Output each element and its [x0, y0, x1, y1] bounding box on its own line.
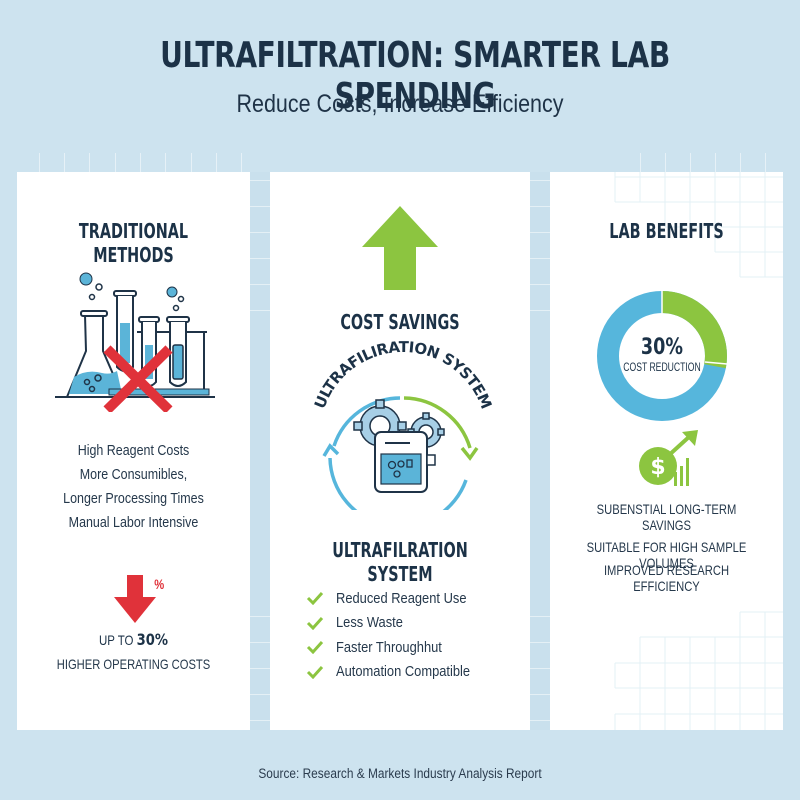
- checklist-item: Reduced Reagent Use: [306, 586, 492, 611]
- operating-cost-stat: UP TO 30%: [98, 630, 169, 649]
- drawback-item: High Reagent Costs: [77, 443, 190, 459]
- check-icon: [306, 592, 324, 606]
- green-up-arrow-icon: [362, 206, 438, 290]
- traditional-methods-heading: TRADITIONAL METHODS: [78, 219, 189, 267]
- lab-benefits-heading: LAB BENEFITS: [609, 219, 724, 243]
- checklist-item: Faster Throughhut: [306, 635, 492, 660]
- checklist-item: Automation Compatible: [306, 660, 492, 685]
- donut-label: COST REDUCTION: [623, 362, 701, 374]
- benefit-item: IMPROVED RESEARCH EFFICIENCY: [603, 562, 730, 594]
- decorative-gap-grid-right: [530, 172, 550, 730]
- lab-glassware-crossed-icon: [55, 272, 215, 412]
- lab-benefits-panel: LAB BENEFITS 30% COST REDUCTION $ SUBENS…: [550, 172, 783, 730]
- arc-label-text: ULTRAFILIRATION SYSTEM: [311, 340, 496, 411]
- source-citation: Source: Research & Markets Industry Anal…: [258, 766, 542, 781]
- checklist-item: Less Waste: [306, 611, 492, 636]
- dollar-growth-icon: $: [639, 430, 698, 486]
- svg-text:$: $: [650, 455, 665, 480]
- check-icon: [306, 641, 324, 655]
- traditional-methods-panel: TRADITIONAL METHODS: [17, 172, 250, 730]
- decorative-grid-top: [614, 172, 783, 278]
- percent-symbol: %: [154, 576, 165, 592]
- ultrafiltration-panel: COST SAVINGS ULTRAFILIRATION SYSTEM: [270, 172, 530, 730]
- benefit-item: SUBENSTIAL LONG-TERM SAVINGS: [596, 501, 737, 533]
- decorative-gap-grid-left: [250, 172, 270, 730]
- check-icon: [306, 665, 324, 679]
- benefit-item: SUITABLE FOR HIGH SAMPLE VOLUMES: [586, 539, 747, 571]
- red-down-arrow-icon: [114, 575, 156, 623]
- page-title: ULTRAFILTRATION: SMARTER LAB SPENDING: [160, 35, 670, 117]
- page-subtitle: Reduce Costs, Increase Efficiency: [236, 90, 564, 118]
- check-icon: [306, 616, 324, 630]
- benefits-checklist: Reduced Reagent Use Less Waste Faster Th…: [306, 586, 492, 684]
- drawback-item: Longer Processing Times: [63, 491, 204, 507]
- cost-reduction-donut-chart: 30% COST REDUCTION: [597, 291, 728, 421]
- decorative-grid-bottom: [614, 611, 783, 730]
- drawback-item: Manual Labor Intensive: [68, 515, 199, 531]
- ultrafiltration-system-heading: ULTRAFILRATION SYSTEM: [332, 538, 468, 586]
- drawback-item: More Consumibles,: [79, 467, 188, 483]
- donut-value: 30%: [640, 335, 684, 360]
- cost-savings-heading: COST SAVINGS: [340, 310, 460, 334]
- operating-cost-label: HIGHER OPERATING COSTS: [56, 656, 211, 672]
- filtration-cycle-diagram: ULTRAFILIRATION SYSTEM: [311, 340, 496, 510]
